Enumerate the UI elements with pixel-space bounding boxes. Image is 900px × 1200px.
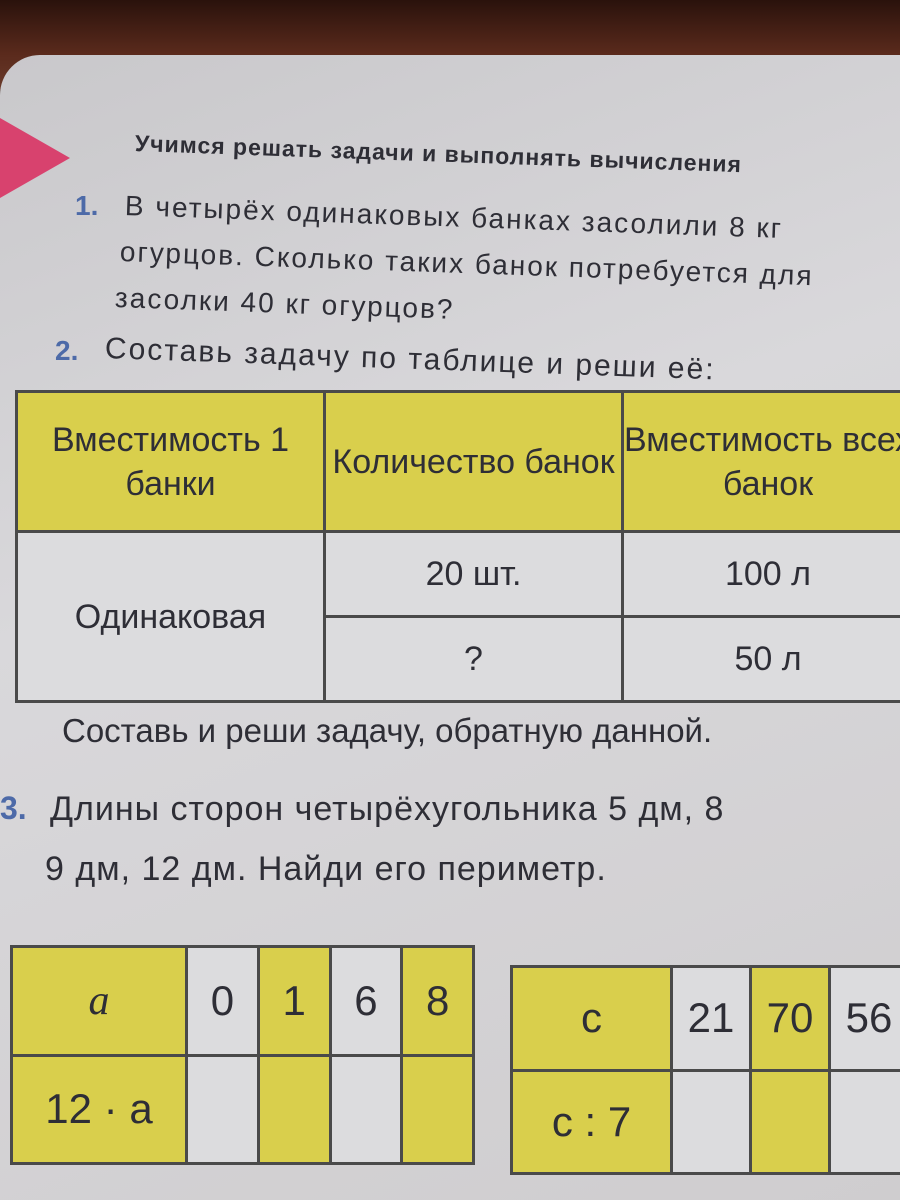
problem-number: 3. bbox=[0, 790, 27, 826]
table-cell: Одинаковая bbox=[15, 530, 326, 703]
table-divide: c 21 70 56 c : 7 bbox=[510, 965, 900, 1175]
table-cell: 21 bbox=[670, 965, 752, 1072]
problem-number: 1. bbox=[75, 190, 99, 221]
empty-cell bbox=[828, 1068, 900, 1175]
table-cell: ? bbox=[323, 615, 624, 703]
table-header: Вместимость всех банок bbox=[621, 390, 900, 533]
table-multiply: a 0 1 6 8 12 · a bbox=[10, 945, 475, 1165]
empty-cell bbox=[256, 1053, 332, 1165]
table-capacity: Вместимость 1 банки Количество банок Вме… bbox=[15, 390, 900, 703]
problem-text: 9 дм, 12 дм. Найди его периметр. bbox=[45, 850, 607, 888]
section-marker bbox=[0, 118, 70, 198]
table-cell: 56 bbox=[828, 965, 900, 1072]
table-cell: 6 bbox=[328, 945, 404, 1057]
empty-cell bbox=[185, 1053, 260, 1165]
task-note: Составь и реши задачу, обратную данной. bbox=[62, 712, 713, 749]
empty-cell bbox=[749, 1068, 831, 1175]
table-cell: 70 bbox=[749, 965, 831, 1072]
table-header: Вместимость 1 банки bbox=[15, 390, 326, 533]
table-cell: 100 л bbox=[621, 530, 900, 618]
table-label: 12 · a bbox=[10, 1053, 188, 1165]
table-label: c : 7 bbox=[510, 1068, 673, 1175]
table-label: a bbox=[10, 945, 188, 1057]
table-cell: 50 л bbox=[621, 615, 900, 703]
empty-cell bbox=[328, 1053, 404, 1165]
table-header: Количество банок bbox=[323, 390, 624, 533]
problem-number: 2. bbox=[55, 335, 79, 366]
empty-cell bbox=[400, 1053, 475, 1165]
table-cell: 0 bbox=[185, 945, 260, 1057]
table-cell: 8 bbox=[400, 945, 475, 1057]
table-cell: 20 шт. bbox=[323, 530, 624, 618]
table-cell: 1 bbox=[256, 945, 332, 1057]
table-label: c bbox=[510, 965, 673, 1072]
empty-cell bbox=[670, 1068, 752, 1175]
problem-text: Длины сторон четырёхугольника 5 дм, 8 bbox=[50, 790, 725, 828]
